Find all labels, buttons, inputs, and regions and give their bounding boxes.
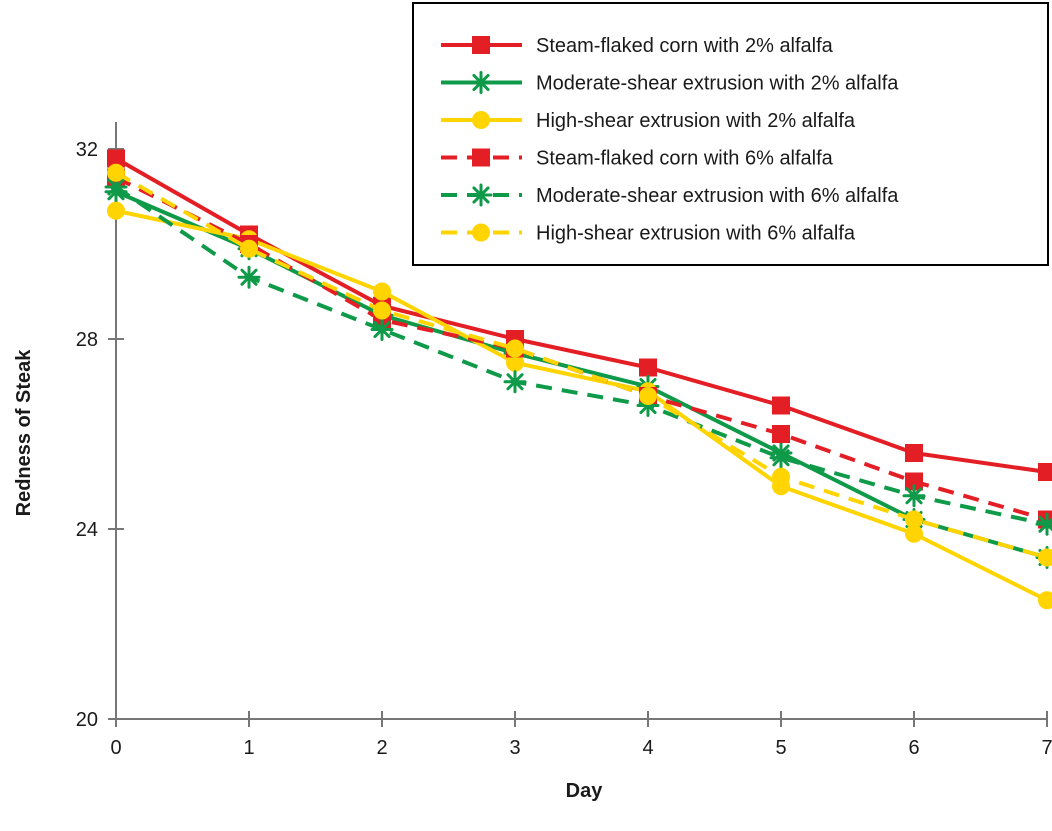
square-marker: [772, 425, 790, 443]
square-marker: [772, 396, 790, 415]
asterisk-stroke: [905, 487, 923, 505]
x-tick-label: 1: [243, 737, 254, 759]
circle-marker: [772, 467, 790, 486]
series-line: [114, 185, 1048, 527]
series-5: [104, 175, 1052, 536]
legend-label: Moderate-shear extrusion with 6% alfalfa: [536, 185, 899, 207]
circle-marker: [506, 339, 524, 358]
asterisk-marker: [503, 370, 527, 394]
circle-marker: [639, 387, 657, 405]
legend-label: High-shear extrusion with 2% alfalfa: [536, 110, 856, 132]
circle-marker: [506, 353, 524, 372]
asterisk-stroke: [373, 320, 391, 339]
series-layer: [104, 149, 1052, 610]
circle-marker: [905, 510, 923, 529]
series-line: [115, 208, 1048, 603]
legend-item: Moderate-shear extrusion with 2% alfalfa: [441, 71, 899, 95]
asterisk-marker: [237, 265, 261, 289]
legend-label: Moderate-shear extrusion with 2% alfalfa: [536, 73, 899, 95]
legend-item: High-shear extrusion with 6% alfalfa: [441, 223, 856, 245]
series-line: [115, 171, 1048, 560]
circle-marker: [240, 239, 258, 258]
asterisk-stroke: [107, 178, 125, 196]
square-marker: [905, 444, 923, 462]
asterisk-stroke: [240, 268, 258, 286]
legend-item: Moderate-shear extrusion with 6% alfalfa: [441, 183, 899, 207]
asterisk-stroke: [772, 449, 790, 467]
square-marker: [472, 36, 490, 54]
x-tick-label: 3: [509, 737, 520, 759]
square-marker: [639, 358, 657, 377]
legend-label: Steam-flaked corn with 6% alfalfa: [536, 148, 834, 170]
circle-marker: [107, 201, 125, 220]
x-tick-label: 6: [908, 737, 919, 759]
circle-marker: [472, 223, 490, 242]
circle-marker: [472, 111, 490, 129]
x-axis-title: Day: [566, 780, 604, 802]
circle-marker: [1038, 591, 1052, 610]
asterisk-stroke: [472, 73, 490, 92]
asterisk-stroke: [472, 186, 490, 204]
series-line: [115, 189, 1048, 560]
legend-item: High-shear extrusion with 2% alfalfa: [441, 110, 856, 132]
asterisk-marker: [902, 484, 926, 508]
asterisk-marker: [469, 183, 493, 207]
circle-marker: [373, 282, 391, 301]
square-marker: [107, 149, 125, 168]
asterisk-marker: [370, 318, 394, 341]
x-tick-label: 0: [110, 737, 121, 759]
circle-marker: [905, 524, 923, 543]
legend-item: Steam-flaked corn with 2% alfalfa: [441, 35, 834, 57]
x-tick-label: 7: [1041, 737, 1052, 759]
x-tick-label: 2: [376, 737, 387, 759]
square-marker: [1038, 463, 1052, 481]
y-tick-label: 24: [76, 519, 98, 541]
legend-label: Steam-flaked corn with 2% alfalfa: [536, 35, 834, 57]
asterisk-stroke: [506, 373, 524, 391]
legend-label: High-shear extrusion with 6% alfalfa: [536, 223, 856, 245]
circle-marker: [107, 163, 125, 182]
y-axis-title: Redness of Steak: [13, 349, 35, 517]
y-tick-label: 28: [76, 329, 98, 351]
y-tick-label: 32: [76, 139, 98, 161]
y-tick-label: 20: [76, 709, 98, 731]
legend-item: Steam-flaked corn with 6% alfalfa: [441, 148, 834, 170]
circle-marker: [1038, 548, 1052, 567]
x-tick-label: 5: [775, 737, 786, 759]
series-6: [107, 163, 1052, 567]
circle-marker: [373, 301, 391, 320]
legend: Steam-flaked corn with 2% alfalfa Moderat…: [412, 2, 1049, 266]
square-marker: [905, 472, 923, 491]
x-tick-label: 4: [642, 737, 653, 759]
axes: 0 1 2 3 4 5 6 7 20 24 28 32: [76, 122, 1052, 759]
asterisk-marker: [769, 446, 793, 470]
asterisk-marker: [469, 71, 493, 94]
square-marker: [472, 148, 490, 167]
